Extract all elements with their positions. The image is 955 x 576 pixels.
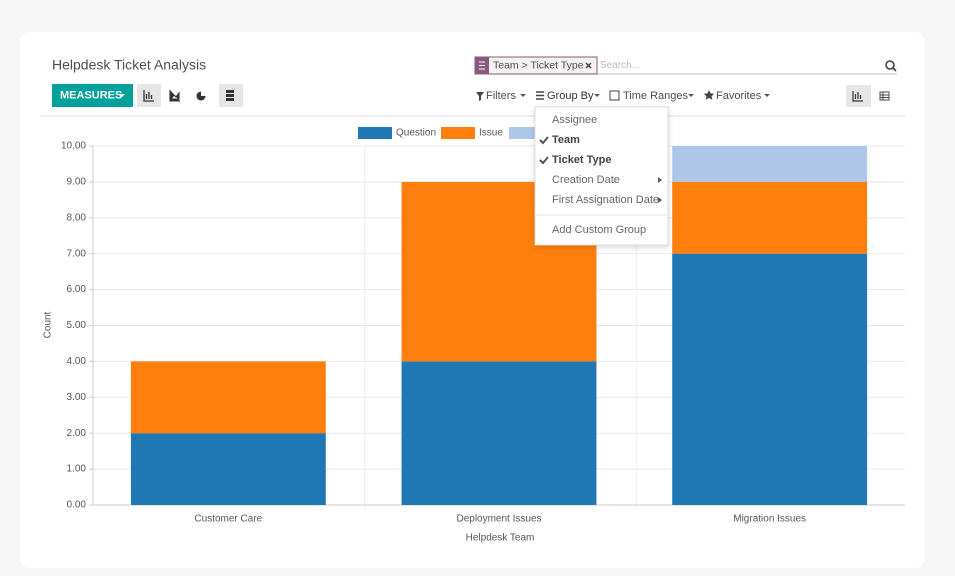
bar: [672, 253, 868, 505]
search-placeholder[interactable]: Search...: [600, 60, 640, 71]
submenu-arrow: [658, 197, 662, 203]
measures-label: MEASURES: [60, 89, 122, 101]
calendar-icon: [609, 90, 620, 101]
y-tick-label: 8.00: [67, 212, 87, 223]
facet-label: Team > Ticket Type: [493, 59, 584, 71]
y-tick-label: 4.00: [67, 356, 87, 367]
legend-swatch: [441, 127, 475, 139]
y-tick-label: 9.00: [67, 177, 87, 188]
caret: [520, 94, 526, 97]
bar-icon: [143, 90, 154, 102]
menu-item[interactable]: Team: [552, 134, 580, 146]
favorites-button[interactable]: Favorites: [716, 90, 762, 102]
x-tick-label: Customer Care: [194, 514, 262, 525]
chart: Count Helpdesk Team 0.00 1.00 2.00 3.00 4.00…: [43, 127, 905, 544]
menu-panel: [534, 106, 669, 246]
y-tick-label: 2.00: [67, 428, 87, 439]
caret: [594, 94, 600, 97]
legend-label: Question: [396, 128, 436, 139]
bar: [130, 433, 326, 505]
pie-icon-cut: [201, 91, 206, 96]
bar: [672, 146, 868, 182]
group-by-menu: Assignee Team Ticket Type Creation Date Firs…: [534, 106, 669, 246]
menu-item[interactable]: First Assignation Date: [552, 194, 659, 206]
y-tick-label: 1.00: [67, 464, 87, 475]
page-title: Helpdesk Ticket Analysis: [52, 57, 206, 73]
check-icon: [539, 156, 549, 165]
pivot-view-button[interactable]: [879, 91, 890, 101]
filter-icon: [476, 92, 484, 101]
bar: [130, 361, 326, 434]
menu-item[interactable]: Assignee: [552, 114, 597, 126]
stack-icon: [226, 90, 234, 101]
menu-item[interactable]: Creation Date: [552, 174, 620, 186]
bar: [672, 181, 868, 254]
star-icon: [703, 90, 715, 100]
line-view-button[interactable]: [169, 90, 180, 102]
group-by-button[interactable]: Group By: [547, 90, 594, 102]
caret: [688, 94, 694, 97]
legend-label: Issue: [479, 128, 503, 139]
menu-item[interactable]: Add Custom Group: [552, 224, 646, 236]
graph-icon: [852, 91, 863, 102]
bar: [401, 361, 597, 505]
y-tick-label: 3.00: [67, 392, 87, 403]
submenu-arrow: [658, 177, 662, 183]
search-icon-handle: [892, 67, 897, 72]
measures-button[interactable]: [52, 84, 133, 107]
caret: [119, 94, 125, 97]
search-icon[interactable]: [885, 60, 895, 70]
y-tick-label: 5.00: [67, 320, 87, 331]
check-icon: [539, 136, 549, 145]
group-icon: [536, 91, 544, 100]
x-axis-label: Helpdesk Team: [466, 533, 535, 544]
facet-remove[interactable]: [585, 62, 592, 69]
y-tick-label: 0.00: [67, 500, 87, 511]
y-axis-label: Count: [43, 311, 54, 338]
y-tick-label: 7.00: [67, 248, 87, 259]
caret: [764, 94, 770, 97]
filters-button[interactable]: Filters: [486, 90, 516, 102]
menu-item[interactable]: Ticket Type: [552, 154, 612, 166]
time-ranges-button[interactable]: Time Ranges: [623, 90, 689, 102]
facet-icon-lines: [479, 61, 485, 70]
legend-swatch: [358, 127, 392, 139]
y-tick-label: 10.00: [61, 141, 86, 152]
x-tick-label: Deployment Issues: [456, 514, 541, 525]
x-tick-label: Migration Issues: [733, 514, 806, 525]
y-tick-label: 6.00: [67, 284, 87, 295]
